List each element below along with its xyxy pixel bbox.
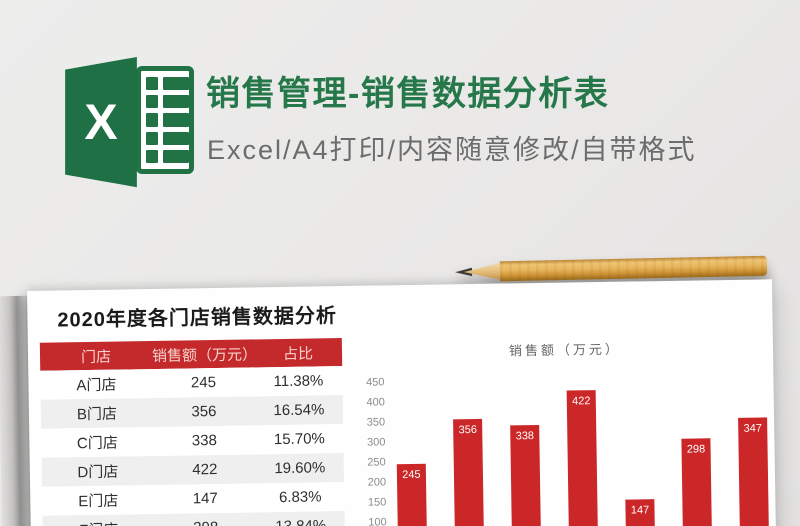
- table-cell: 298: [155, 518, 257, 526]
- excel-x-letter: X: [84, 94, 118, 150]
- spreadsheet-grid-icon: [136, 66, 194, 174]
- y-axis-tick: 250: [367, 456, 386, 469]
- y-axis-tick: 350: [366, 416, 386, 429]
- bar-data-label: 147: [630, 504, 650, 517]
- pencil-wood-cone: [464, 262, 503, 281]
- y-axis-tick: 300: [366, 436, 386, 449]
- chart-title: 销售额（万元）: [508, 341, 622, 359]
- table-cell: 147: [192, 490, 218, 508]
- sheet-title: 2020年度各门店销售数据分析: [57, 305, 338, 332]
- bar-data-label: 338: [515, 429, 535, 443]
- sales-table: 门店 销售额（万元） 占比 A门店 245 11.38% B门店 356 16.54% C门…: [39, 338, 345, 526]
- table-cell: F门店: [43, 518, 155, 526]
- pencil-image: [455, 255, 768, 283]
- excel-logo-icon: X: [62, 50, 196, 190]
- table-header-sales: 销售额（万元）: [151, 345, 258, 365]
- chart-bar: 147: [625, 499, 656, 526]
- pencil-body: [499, 255, 768, 282]
- y-axis-tick: 150: [367, 496, 387, 509]
- table-cell: 15.70%: [273, 430, 325, 449]
- table-cell: D门店: [77, 463, 119, 482]
- chart-bar: 347: [738, 417, 770, 526]
- table-cell: 356: [191, 403, 217, 421]
- table-cell: A门店: [76, 376, 117, 395]
- excel-x-icon: X: [65, 57, 137, 188]
- chart-bar: 338: [510, 424, 542, 526]
- banner-subtitle: Excel/A4打印/内容随意修改/自带格式: [207, 135, 697, 165]
- table-cell: E门店: [78, 492, 119, 511]
- table-cell: 338: [191, 432, 218, 450]
- table-cell: 422: [192, 461, 218, 479]
- table-row: D门店 422 19.60%: [41, 453, 345, 487]
- bar-data-label: 245: [402, 468, 421, 482]
- bar-data-label: 422: [572, 395, 591, 408]
- table-body: A门店 245 11.38% B门店 356 16.54% C门店 338 15.70% D门店 4…: [40, 366, 345, 526]
- bar-data-label: 298: [686, 443, 706, 456]
- table-row: E门店 147 6.83%: [42, 482, 345, 516]
- table-header-share: 占比: [282, 345, 314, 363]
- y-axis-tick: 450: [366, 376, 385, 389]
- table-header-store: 门店: [80, 348, 112, 366]
- y-axis-tick: 100: [368, 516, 387, 526]
- table-cell: 11.38%: [273, 372, 324, 391]
- sales-chart: 销售额（万元） 450 400 350 300 250 200 150 100 245 356 3…: [358, 334, 776, 526]
- banner-title: 销售管理-销售数据分析表: [206, 75, 610, 113]
- chart-bar: 298: [681, 438, 713, 526]
- table-cell: 19.60%: [274, 459, 326, 478]
- bar-data-label: 356: [458, 423, 477, 436]
- table-row: C门店 338 15.70%: [41, 424, 344, 458]
- table-cell: 6.83%: [278, 488, 322, 507]
- table-cell: B门店: [76, 405, 118, 424]
- chart-bar: 245: [396, 463, 428, 526]
- y-axis-tick: 200: [367, 476, 387, 489]
- table-row: A门店 245 11.38%: [40, 366, 343, 400]
- table-row: B门店 356 16.54%: [40, 395, 344, 429]
- chart-bar: 356: [453, 418, 485, 526]
- spreadsheet-paper: 2020年度各门店销售数据分析 门店 销售额（万元） 占比 A门店 245 11.3…: [27, 279, 777, 526]
- chart-bar: 422: [566, 390, 599, 526]
- table-cell: C门店: [76, 434, 118, 453]
- y-axis-tick: 400: [366, 396, 385, 409]
- table-cell: 13.84%: [257, 517, 345, 526]
- table-cell: 245: [190, 374, 217, 392]
- table-cell: 16.54%: [273, 401, 325, 420]
- bar-data-label: 347: [743, 422, 763, 435]
